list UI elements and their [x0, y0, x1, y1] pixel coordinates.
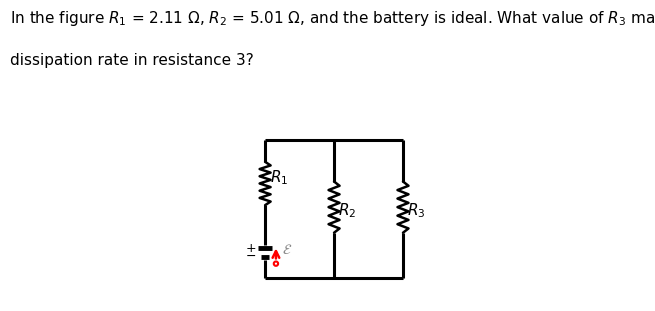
Text: dissipation rate in resistance 3?: dissipation rate in resistance 3?	[10, 53, 253, 68]
Text: $R_2$: $R_2$	[339, 202, 357, 220]
Text: $\mathcal{E}$: $\mathcal{E}$	[282, 244, 292, 258]
Text: −: −	[246, 250, 257, 263]
Text: In the figure $R_1$ = 2.11 Ω, $R_2$ = 5.01 Ω, and the battery is ideal. What val: In the figure $R_1$ = 2.11 Ω, $R_2$ = 5.…	[10, 9, 655, 28]
Text: $R_1$: $R_1$	[270, 168, 288, 187]
Text: $R_3$: $R_3$	[407, 202, 426, 220]
Text: +: +	[246, 242, 257, 255]
